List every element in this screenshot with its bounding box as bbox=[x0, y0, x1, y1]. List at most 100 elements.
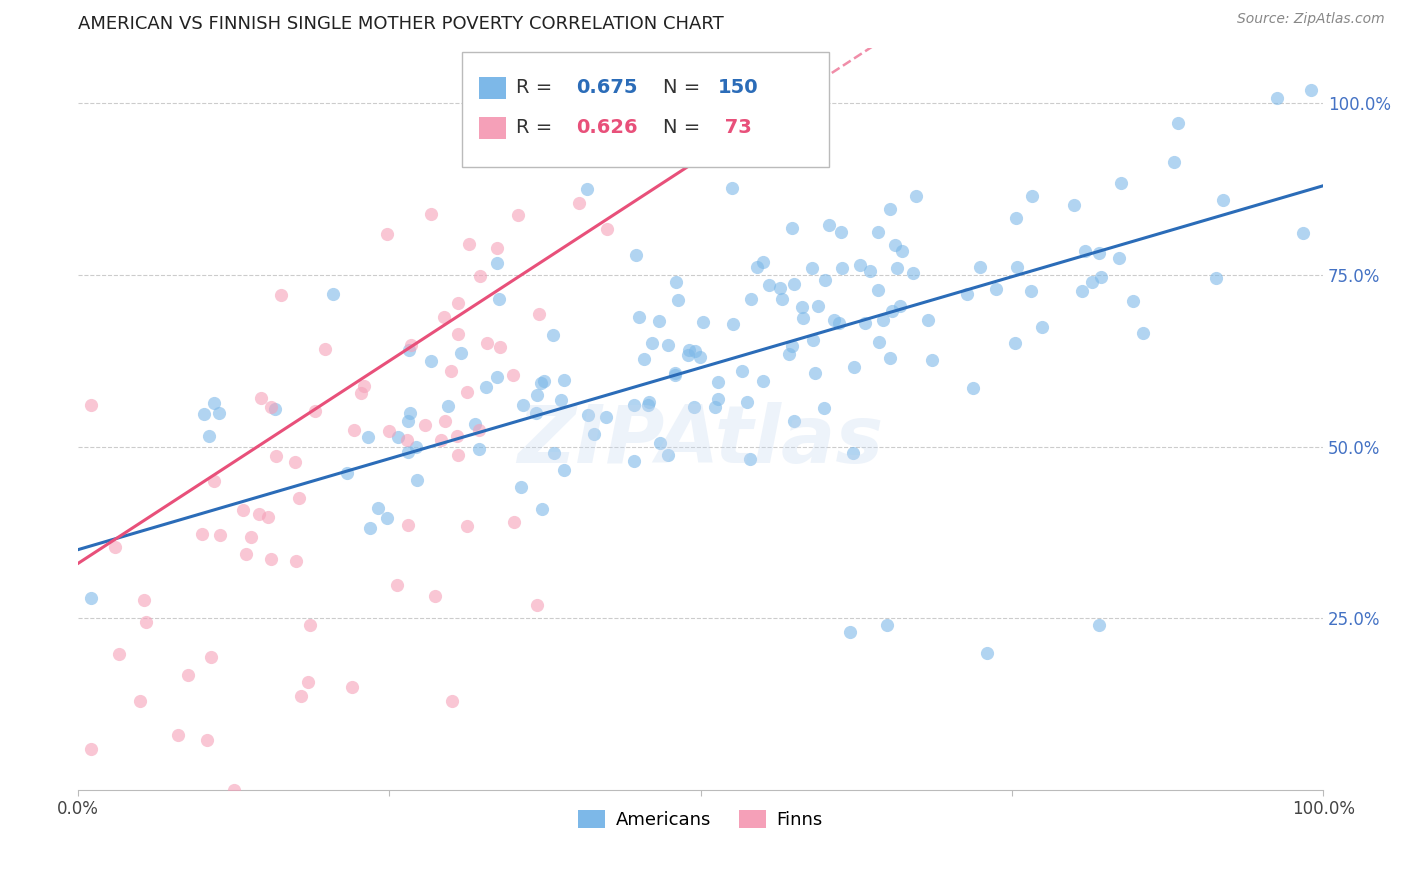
Point bbox=[395, 434, 418, 448]
Point bbox=[976, 646, 998, 660]
Point bbox=[595, 410, 617, 425]
Point bbox=[770, 292, 793, 306]
Text: Source: ZipAtlas.com: Source: ZipAtlas.com bbox=[1237, 12, 1385, 26]
Point bbox=[637, 394, 659, 409]
Point bbox=[129, 693, 152, 707]
Point bbox=[486, 255, 509, 269]
Point bbox=[1109, 176, 1132, 190]
Point bbox=[447, 449, 470, 463]
Point bbox=[804, 366, 827, 380]
Text: 73: 73 bbox=[718, 119, 752, 137]
Point bbox=[921, 353, 943, 368]
Point bbox=[509, 480, 531, 494]
Point bbox=[889, 299, 911, 313]
Point bbox=[650, 435, 672, 450]
Point bbox=[886, 261, 908, 276]
Text: AMERICAN VS FINNISH SINGLE MOTHER POVERTY CORRELATION CHART: AMERICAN VS FINNISH SINGLE MOTHER POVERT… bbox=[79, 15, 724, 33]
Point bbox=[720, 181, 742, 195]
Point bbox=[689, 350, 711, 364]
Point bbox=[468, 423, 491, 437]
Point bbox=[440, 364, 463, 378]
Point bbox=[1070, 285, 1092, 299]
Point bbox=[665, 275, 688, 289]
Point bbox=[969, 260, 991, 275]
Point bbox=[1063, 197, 1085, 211]
Point bbox=[735, 395, 758, 409]
Point bbox=[260, 552, 283, 566]
Legend: Americans, Finns: Americans, Finns bbox=[571, 803, 830, 837]
Point bbox=[624, 247, 647, 261]
Point bbox=[553, 463, 575, 477]
Point bbox=[637, 398, 659, 412]
Point bbox=[664, 366, 686, 380]
Point bbox=[470, 269, 492, 284]
Point bbox=[839, 625, 862, 640]
Point bbox=[1122, 293, 1144, 308]
Point bbox=[879, 202, 901, 217]
Point bbox=[707, 375, 730, 389]
Point bbox=[1132, 326, 1154, 340]
Point bbox=[682, 400, 704, 414]
Point bbox=[200, 650, 222, 665]
Point bbox=[198, 429, 221, 443]
Point bbox=[526, 599, 548, 613]
Point bbox=[353, 379, 375, 393]
Point bbox=[683, 343, 706, 358]
Point bbox=[135, 615, 157, 629]
Point bbox=[202, 474, 225, 488]
Point bbox=[730, 364, 752, 378]
Point bbox=[405, 440, 427, 454]
Point bbox=[527, 307, 550, 321]
Point bbox=[202, 396, 225, 410]
Point bbox=[823, 313, 845, 327]
Point bbox=[800, 260, 823, 275]
Point bbox=[582, 427, 605, 442]
Point bbox=[883, 237, 905, 252]
Point bbox=[1074, 244, 1097, 259]
Point bbox=[842, 446, 865, 460]
Point bbox=[1167, 116, 1189, 130]
Point bbox=[524, 406, 547, 420]
Point bbox=[917, 312, 939, 326]
Text: R =: R = bbox=[516, 119, 558, 137]
Point bbox=[385, 578, 408, 592]
Point bbox=[541, 327, 564, 342]
Point bbox=[270, 288, 292, 302]
Point bbox=[533, 374, 555, 388]
Point bbox=[707, 392, 730, 407]
Point bbox=[704, 400, 727, 414]
Point bbox=[406, 473, 429, 487]
Point bbox=[375, 227, 398, 241]
Point bbox=[263, 401, 285, 416]
Point bbox=[738, 452, 761, 467]
Point bbox=[359, 521, 381, 535]
Point bbox=[166, 728, 188, 742]
Point bbox=[314, 342, 336, 356]
Point bbox=[751, 374, 773, 388]
Point bbox=[80, 398, 103, 412]
Point bbox=[450, 346, 472, 360]
Point bbox=[488, 340, 510, 354]
Point bbox=[1021, 189, 1043, 203]
Point bbox=[257, 510, 280, 524]
Point bbox=[297, 675, 319, 690]
FancyBboxPatch shape bbox=[479, 117, 506, 139]
Point bbox=[778, 346, 800, 360]
Point bbox=[769, 281, 792, 295]
Point bbox=[239, 531, 262, 545]
Point bbox=[447, 327, 470, 342]
Point bbox=[859, 264, 882, 278]
Point bbox=[792, 301, 814, 315]
Point bbox=[782, 339, 804, 353]
Point bbox=[828, 317, 851, 331]
Point bbox=[1087, 245, 1109, 260]
Point bbox=[1088, 618, 1111, 632]
Point bbox=[415, 418, 437, 433]
Point bbox=[849, 259, 872, 273]
Point bbox=[872, 313, 894, 327]
Point bbox=[866, 225, 889, 239]
Point bbox=[398, 343, 420, 357]
Point bbox=[1212, 193, 1234, 207]
Point bbox=[191, 527, 214, 541]
Point bbox=[962, 382, 984, 396]
